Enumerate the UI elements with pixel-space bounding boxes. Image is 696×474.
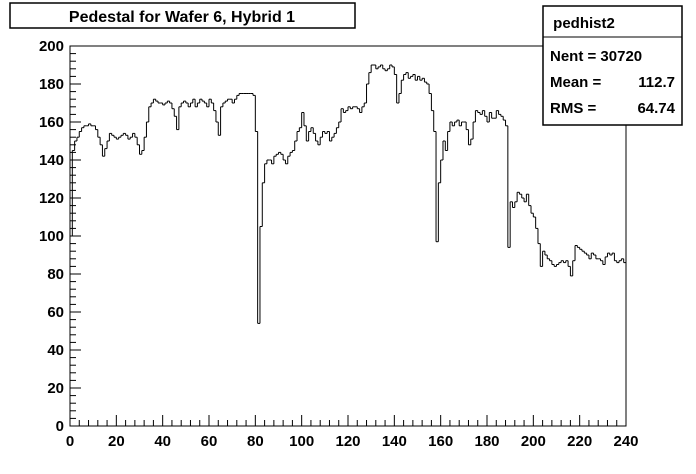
title-box-frame <box>9 2 356 29</box>
stats-name: pedhist2 <box>553 15 615 32</box>
stats-row-label: Mean = <box>550 74 602 91</box>
x-tick-label: 220 <box>567 433 592 450</box>
stats-row-value: 64.74 <box>637 100 675 117</box>
stats-row-label: RMS = <box>550 100 597 117</box>
x-tick-label: 140 <box>382 433 407 450</box>
x-tick-label: 180 <box>474 433 499 450</box>
x-tick-label: 0 <box>66 433 74 450</box>
stats-row-label: Nent = 30720 <box>550 48 642 65</box>
y-tick-label: 120 <box>39 190 64 207</box>
chart-title: Pedestal for Wafer 6, Hybrid 1 <box>69 9 295 26</box>
y-tick-label: 20 <box>47 380 64 397</box>
x-tick-label: 40 <box>154 433 171 450</box>
y-tick-label: 0 <box>56 418 64 435</box>
axes: 0 20 40 60 80 100 120 140 160 180 200 220 240 0 20 40 60… <box>39 38 639 450</box>
x-tick-label: 100 <box>289 433 314 450</box>
histogram-series <box>69 64 626 426</box>
stats-box-frame <box>542 5 683 126</box>
x-tick-label: 240 <box>613 433 638 450</box>
y-tick-label: 180 <box>39 76 64 93</box>
x-tick-label: 80 <box>247 433 264 450</box>
y-tick-label: 80 <box>47 266 64 283</box>
y-tick-label: 140 <box>39 152 64 169</box>
x-tick-label: 20 <box>108 433 125 450</box>
x-tick-label: 60 <box>201 433 218 450</box>
y-tick-label: 160 <box>39 114 64 131</box>
title-box: Pedestal for Wafer 6, Hybrid 1 <box>9 2 356 29</box>
x-tick-label: 160 <box>428 433 453 450</box>
x-tick-label: 200 <box>521 433 546 450</box>
stats-box: pedhist2 Nent = 30720 Mean = 112.7 RMS =… <box>542 5 683 126</box>
y-tick-label: 200 <box>39 38 64 55</box>
y-tick-label: 100 <box>39 228 64 245</box>
y-tick-label: 40 <box>47 342 64 359</box>
y-tick-label: 60 <box>47 304 64 321</box>
x-tick-label: 120 <box>335 433 360 450</box>
stats-row-value: 112.7 <box>638 74 675 91</box>
